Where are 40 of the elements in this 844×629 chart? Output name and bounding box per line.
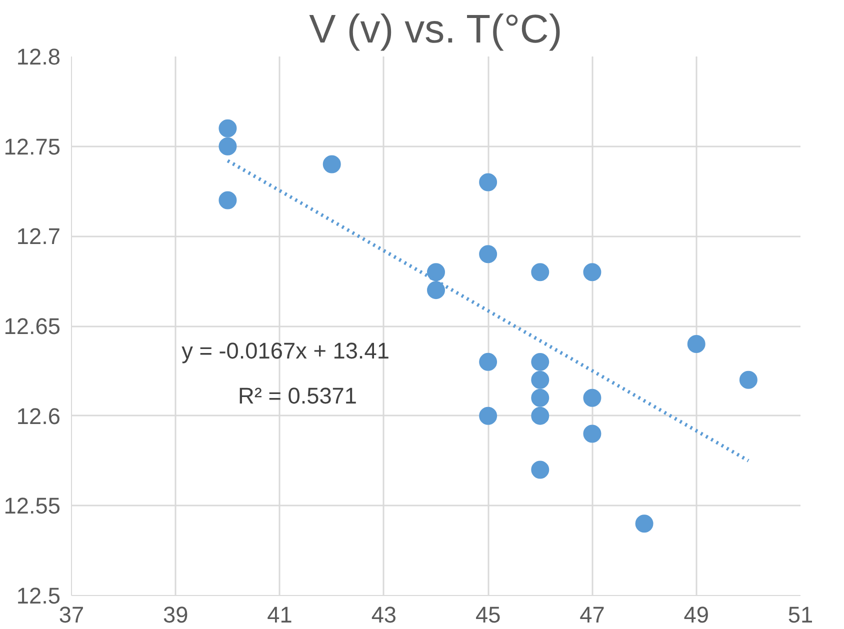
point: [531, 406, 550, 425]
point: [479, 245, 498, 264]
point: [322, 155, 341, 174]
point: [531, 352, 550, 371]
point: [427, 281, 445, 300]
x-tick-label: 39: [163, 602, 188, 628]
chart-title: V (v) vs. T(°C): [309, 8, 562, 52]
x-tick-label: 49: [684, 602, 709, 628]
point: [531, 263, 550, 282]
point: [479, 173, 498, 192]
x-tick-label: 37: [58, 602, 84, 628]
y-tick-label: 12.7: [16, 223, 61, 250]
point: [479, 406, 498, 425]
y-tick-label: 12.8: [16, 44, 61, 70]
annotation: y = -0.0167x + 13.41: [182, 338, 390, 364]
x-tick-label: 51: [788, 602, 814, 628]
y-tick-label: 12.55: [4, 492, 61, 519]
point: [583, 424, 602, 443]
point: [479, 352, 498, 371]
point: [531, 388, 550, 407]
x-tick-label: 45: [475, 602, 501, 628]
point: [739, 370, 758, 389]
point: [427, 263, 445, 282]
x-tick-label: 47: [580, 602, 605, 628]
y-tick-label: 12.75: [4, 133, 61, 160]
y-tick-label: 12.65: [4, 313, 61, 339]
x-tick-label: 43: [371, 602, 397, 628]
point: [583, 263, 602, 282]
x-tick-label: 41: [267, 602, 292, 628]
point: [531, 460, 550, 479]
y-tick-label: 12.5: [16, 582, 61, 608]
point: [687, 334, 706, 353]
point: [218, 137, 237, 156]
point: [218, 191, 237, 210]
annotation: R² = 0.5371: [238, 382, 358, 408]
point: [531, 370, 550, 389]
point: [218, 119, 237, 138]
point: [635, 514, 654, 533]
y-tick-label: 12.6: [16, 402, 61, 429]
point: [583, 388, 602, 407]
